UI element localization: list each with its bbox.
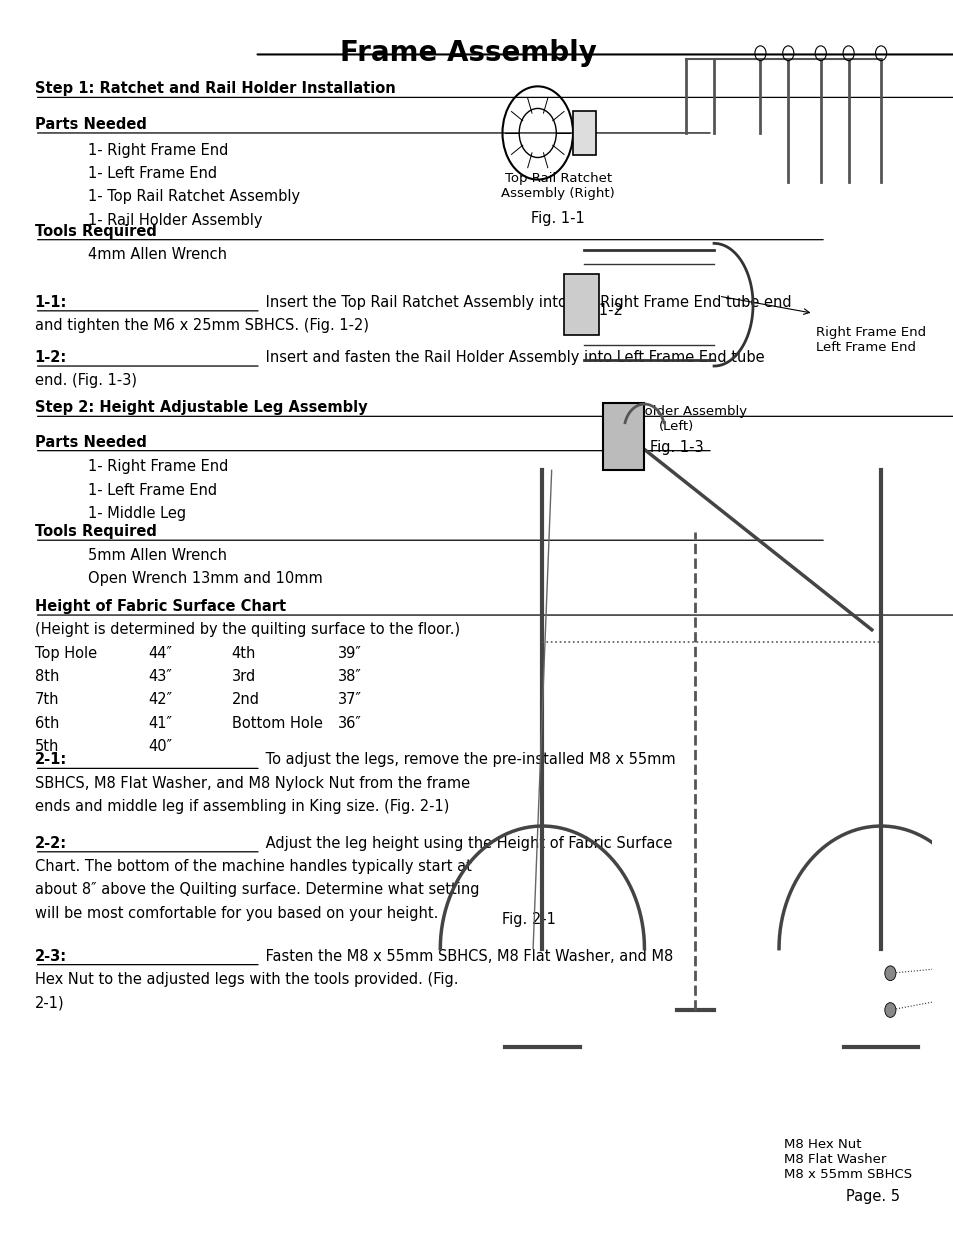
Text: 3rd: 3rd — [232, 669, 255, 684]
Text: Height of Fabric Surface Chart: Height of Fabric Surface Chart — [34, 599, 286, 614]
FancyBboxPatch shape — [563, 274, 598, 336]
Text: Fig. 1-3: Fig. 1-3 — [649, 440, 703, 454]
Text: Fig. 2-1: Fig. 2-1 — [501, 911, 555, 927]
Text: 38″: 38″ — [338, 669, 362, 684]
Text: Fig. 1-2: Fig. 1-2 — [569, 304, 622, 319]
Text: end. (Fig. 1-3): end. (Fig. 1-3) — [34, 373, 136, 388]
Text: Chart. The bottom of the machine handles typically start at: Chart. The bottom of the machine handles… — [34, 860, 471, 874]
Text: 2-1:: 2-1: — [34, 752, 67, 767]
Text: 43″: 43″ — [148, 669, 172, 684]
Text: 44″: 44″ — [148, 646, 172, 661]
Text: 2-2:: 2-2: — [34, 836, 67, 851]
Text: Hex Nut to the adjusted legs with the tools provided. (Fig.: Hex Nut to the adjusted legs with the to… — [34, 972, 457, 987]
Text: (Height is determined by the quilting surface to the floor.): (Height is determined by the quilting su… — [34, 622, 459, 637]
Text: 39″: 39″ — [338, 646, 362, 661]
Text: 1-2:: 1-2: — [34, 350, 67, 366]
Text: 2nd: 2nd — [232, 693, 259, 708]
Text: 1- Left Frame End: 1- Left Frame End — [88, 483, 216, 498]
Text: Frame Assembly: Frame Assembly — [339, 38, 596, 67]
Text: 1- Rail Holder Assembly: 1- Rail Holder Assembly — [88, 212, 262, 227]
Text: Tools Required: Tools Required — [34, 525, 156, 540]
Text: 5th: 5th — [34, 739, 59, 753]
Text: 1- Middle Leg: 1- Middle Leg — [88, 506, 186, 521]
Text: 37″: 37″ — [338, 693, 362, 708]
Text: 42″: 42″ — [148, 693, 172, 708]
Text: Step 1: Ratchet and Rail Holder Installation: Step 1: Ratchet and Rail Holder Installa… — [34, 82, 395, 96]
Text: Tools Required: Tools Required — [34, 224, 156, 238]
Text: Rail Holder Assembly
(Left): Rail Holder Assembly (Left) — [606, 405, 747, 433]
Text: 1- Top Rail Ratchet Assembly: 1- Top Rail Ratchet Assembly — [88, 189, 299, 205]
Text: will be most comfortable for you based on your height.: will be most comfortable for you based o… — [34, 905, 437, 921]
Text: SBHCS, M8 Flat Washer, and M8 Nylock Nut from the frame: SBHCS, M8 Flat Washer, and M8 Nylock Nut… — [34, 776, 470, 790]
Text: 6th: 6th — [34, 715, 59, 731]
Text: Step 2: Height Adjustable Leg Assembly: Step 2: Height Adjustable Leg Assembly — [34, 400, 367, 415]
Text: 4th: 4th — [232, 646, 255, 661]
Text: 1-1:: 1-1: — [34, 295, 67, 310]
Text: Bottom Hole: Bottom Hole — [232, 715, 322, 731]
Text: Insert and fasten the Rail Holder Assembly into Left Frame End tube: Insert and fasten the Rail Holder Assemb… — [260, 350, 763, 366]
Text: 2-3:: 2-3: — [34, 948, 67, 963]
Text: 40″: 40″ — [148, 739, 172, 753]
Circle shape — [883, 966, 895, 981]
Text: Top Rail Ratchet
Assembly (Right): Top Rail Ratchet Assembly (Right) — [500, 172, 615, 200]
Text: Insert the Top Rail Ratchet Assembly into the Right Frame End tube end: Insert the Top Rail Ratchet Assembly int… — [260, 295, 791, 310]
Text: 36″: 36″ — [338, 715, 362, 731]
Text: 1- Right Frame End: 1- Right Frame End — [88, 459, 228, 474]
FancyBboxPatch shape — [573, 111, 596, 156]
Text: Right Frame End
Left Frame End: Right Frame End Left Frame End — [815, 326, 925, 353]
Text: Open Wrench 13mm and 10mm: Open Wrench 13mm and 10mm — [88, 571, 322, 585]
Text: 1- Right Frame End: 1- Right Frame End — [88, 143, 228, 158]
Text: 7th: 7th — [34, 693, 59, 708]
Text: 1- Left Frame End: 1- Left Frame End — [88, 165, 216, 182]
Text: Parts Needed: Parts Needed — [34, 435, 147, 450]
Circle shape — [883, 1003, 895, 1018]
Text: 8th: 8th — [34, 669, 59, 684]
Text: Page. 5: Page. 5 — [844, 1189, 899, 1204]
Text: M8 Hex Nut
M8 Flat Washer
M8 x 55mm SBHCS: M8 Hex Nut M8 Flat Washer M8 x 55mm SBHC… — [782, 1137, 911, 1181]
Text: ends and middle leg if assembling in King size. (Fig. 2-1): ends and middle leg if assembling in Kin… — [34, 799, 449, 814]
Text: 2-1): 2-1) — [34, 995, 65, 1010]
Text: 5mm Allen Wrench: 5mm Allen Wrench — [88, 547, 227, 563]
Text: To adjust the legs, remove the pre-installed M8 x 55mm: To adjust the legs, remove the pre-insta… — [260, 752, 675, 767]
Text: Top Hole: Top Hole — [34, 646, 97, 661]
Text: Fasten the M8 x 55mm SBHCS, M8 Flat Washer, and M8: Fasten the M8 x 55mm SBHCS, M8 Flat Wash… — [260, 948, 673, 963]
Text: about 8″ above the Quilting surface. Determine what setting: about 8″ above the Quilting surface. Det… — [34, 883, 478, 898]
Text: Adjust the leg height using the Height of Fabric Surface: Adjust the leg height using the Height o… — [260, 836, 672, 851]
Text: and tighten the M6 x 25mm SBHCS. (Fig. 1-2): and tighten the M6 x 25mm SBHCS. (Fig. 1… — [34, 319, 369, 333]
Text: Fig. 1-1: Fig. 1-1 — [531, 211, 584, 226]
Text: 41″: 41″ — [148, 715, 172, 731]
FancyBboxPatch shape — [602, 403, 644, 471]
Text: Parts Needed: Parts Needed — [34, 117, 147, 132]
Text: 4mm Allen Wrench: 4mm Allen Wrench — [88, 247, 227, 262]
